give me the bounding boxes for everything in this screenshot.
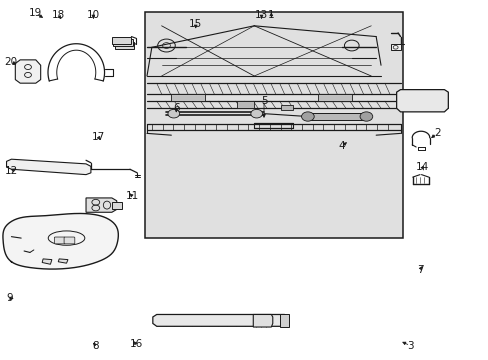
Circle shape <box>359 112 372 121</box>
Circle shape <box>250 109 262 118</box>
Bar <box>144 12 402 238</box>
Text: 7: 7 <box>416 265 423 275</box>
Text: 10: 10 <box>86 10 100 20</box>
Circle shape <box>167 109 179 118</box>
Text: 20: 20 <box>4 57 17 67</box>
Text: 3: 3 <box>406 341 413 351</box>
Circle shape <box>301 112 314 121</box>
Polygon shape <box>396 90 447 112</box>
Text: 5: 5 <box>260 96 267 106</box>
Text: 18: 18 <box>52 10 65 20</box>
Text: 19: 19 <box>29 8 42 18</box>
Text: 8: 8 <box>92 341 99 351</box>
Polygon shape <box>317 94 351 101</box>
Text: 4: 4 <box>338 141 345 151</box>
Polygon shape <box>253 315 272 327</box>
Polygon shape <box>6 159 91 175</box>
Bar <box>307 113 366 121</box>
Polygon shape <box>279 314 289 327</box>
Text: 12: 12 <box>5 166 18 176</box>
Polygon shape <box>112 202 122 209</box>
Text: 6: 6 <box>173 103 179 113</box>
Polygon shape <box>113 39 133 46</box>
Polygon shape <box>390 44 400 50</box>
Text: 15: 15 <box>189 19 202 29</box>
Polygon shape <box>3 213 118 269</box>
Polygon shape <box>281 105 293 110</box>
Text: 9: 9 <box>6 293 13 303</box>
FancyBboxPatch shape <box>64 237 75 244</box>
Text: 17: 17 <box>91 132 104 142</box>
Polygon shape <box>86 198 117 212</box>
Text: 13: 13 <box>254 10 267 20</box>
Text: 11: 11 <box>125 191 139 201</box>
Text: 16: 16 <box>129 339 142 349</box>
Text: 14: 14 <box>415 162 428 172</box>
Text: 1: 1 <box>267 10 274 20</box>
Polygon shape <box>153 315 288 326</box>
Polygon shape <box>58 259 68 263</box>
Text: 2: 2 <box>433 129 440 138</box>
Polygon shape <box>42 259 52 264</box>
Polygon shape <box>112 37 131 44</box>
Polygon shape <box>15 60 41 83</box>
FancyBboxPatch shape <box>54 237 65 244</box>
Polygon shape <box>237 101 254 108</box>
Polygon shape <box>171 94 205 101</box>
Polygon shape <box>115 41 134 49</box>
